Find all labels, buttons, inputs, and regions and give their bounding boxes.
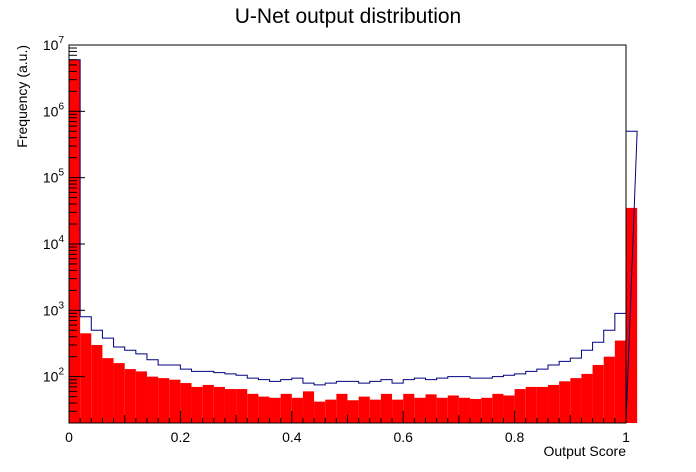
filled-bar: [492, 393, 504, 423]
x-tick-label: 0.6: [393, 429, 413, 445]
x-tick-label: 1: [622, 429, 630, 445]
filled-bar: [91, 344, 103, 423]
filled-bar: [559, 381, 571, 423]
x-tick-label: 0.2: [171, 429, 191, 445]
y-tick-label: 102: [43, 367, 65, 385]
filled-bar: [347, 400, 359, 423]
filled-bar: [302, 391, 315, 423]
filled-series: [69, 59, 638, 424]
x-tick-label: 0: [65, 429, 73, 445]
filled-bar: [336, 393, 348, 423]
filled-bar: [135, 371, 147, 423]
filled-bar: [525, 386, 537, 423]
filled-bar: [258, 396, 270, 423]
filled-bar: [481, 397, 493, 423]
filled-bar: [158, 378, 170, 423]
plot-frame: [68, 44, 627, 424]
filled-bar: [503, 395, 515, 423]
filled-bar: [169, 379, 181, 423]
filled-bar: [536, 386, 549, 423]
filled-bar: [325, 399, 337, 423]
filled-bar: [414, 397, 426, 423]
filled-bar: [425, 394, 437, 423]
filled-bar: [102, 358, 114, 423]
filled-bar: [514, 389, 526, 423]
chart-title: U-Net output distribution: [235, 5, 461, 28]
y-tick-label: 105: [43, 168, 65, 186]
filled-bar: [247, 393, 259, 423]
y-axis-ticks: 102 103 104 105 106 107: [43, 35, 85, 424]
filled-bar: [191, 386, 203, 423]
filled-bar: [69, 59, 81, 424]
x-tick-label: 0.4: [282, 429, 302, 445]
filled-bar: [603, 356, 615, 423]
filled-bar: [224, 389, 237, 423]
filled-bar: [146, 376, 159, 423]
filled-bar: [380, 393, 393, 423]
filled-bar: [614, 340, 626, 423]
filled-bar: [447, 395, 459, 423]
filled-bar: [213, 386, 225, 423]
filled-bar: [236, 389, 248, 423]
filled-bar: [269, 397, 281, 423]
filled-bar: [369, 399, 381, 423]
filled-bar: [470, 399, 482, 423]
filled-bar: [592, 364, 604, 423]
filled-bar: [113, 363, 125, 423]
filled-bar: [458, 397, 471, 423]
x-tick-label: 0.8: [505, 429, 525, 445]
filled-bar: [581, 373, 593, 423]
filled-bar: [180, 383, 192, 423]
filled-bar: [570, 378, 582, 423]
x-axis-label: Output Score: [544, 443, 627, 459]
filled-bar: [202, 384, 214, 423]
filled-bar: [392, 399, 404, 423]
filled-bar: [403, 393, 415, 423]
filled-bar: [80, 333, 92, 423]
filled-bar: [626, 207, 638, 423]
filled-bar: [548, 384, 560, 423]
y-tick-label: 106: [43, 101, 65, 119]
filled-bar: [314, 401, 326, 423]
filled-bar: [291, 397, 303, 423]
filled-bar: [124, 369, 136, 423]
filled-bar: [280, 393, 292, 423]
outline-series: [68, 59, 638, 424]
y-tick-label: 103: [43, 300, 65, 318]
filled-bar: [358, 396, 370, 423]
y-tick-label: 107: [43, 35, 65, 53]
y-axis-label: Frequency (a.u.): [14, 45, 30, 148]
y-tick-label: 104: [43, 234, 65, 252]
x-axis-ticks: 0 0.2 0.4 0.6 0.8 1: [65, 411, 630, 445]
filled-bar: [436, 397, 448, 423]
